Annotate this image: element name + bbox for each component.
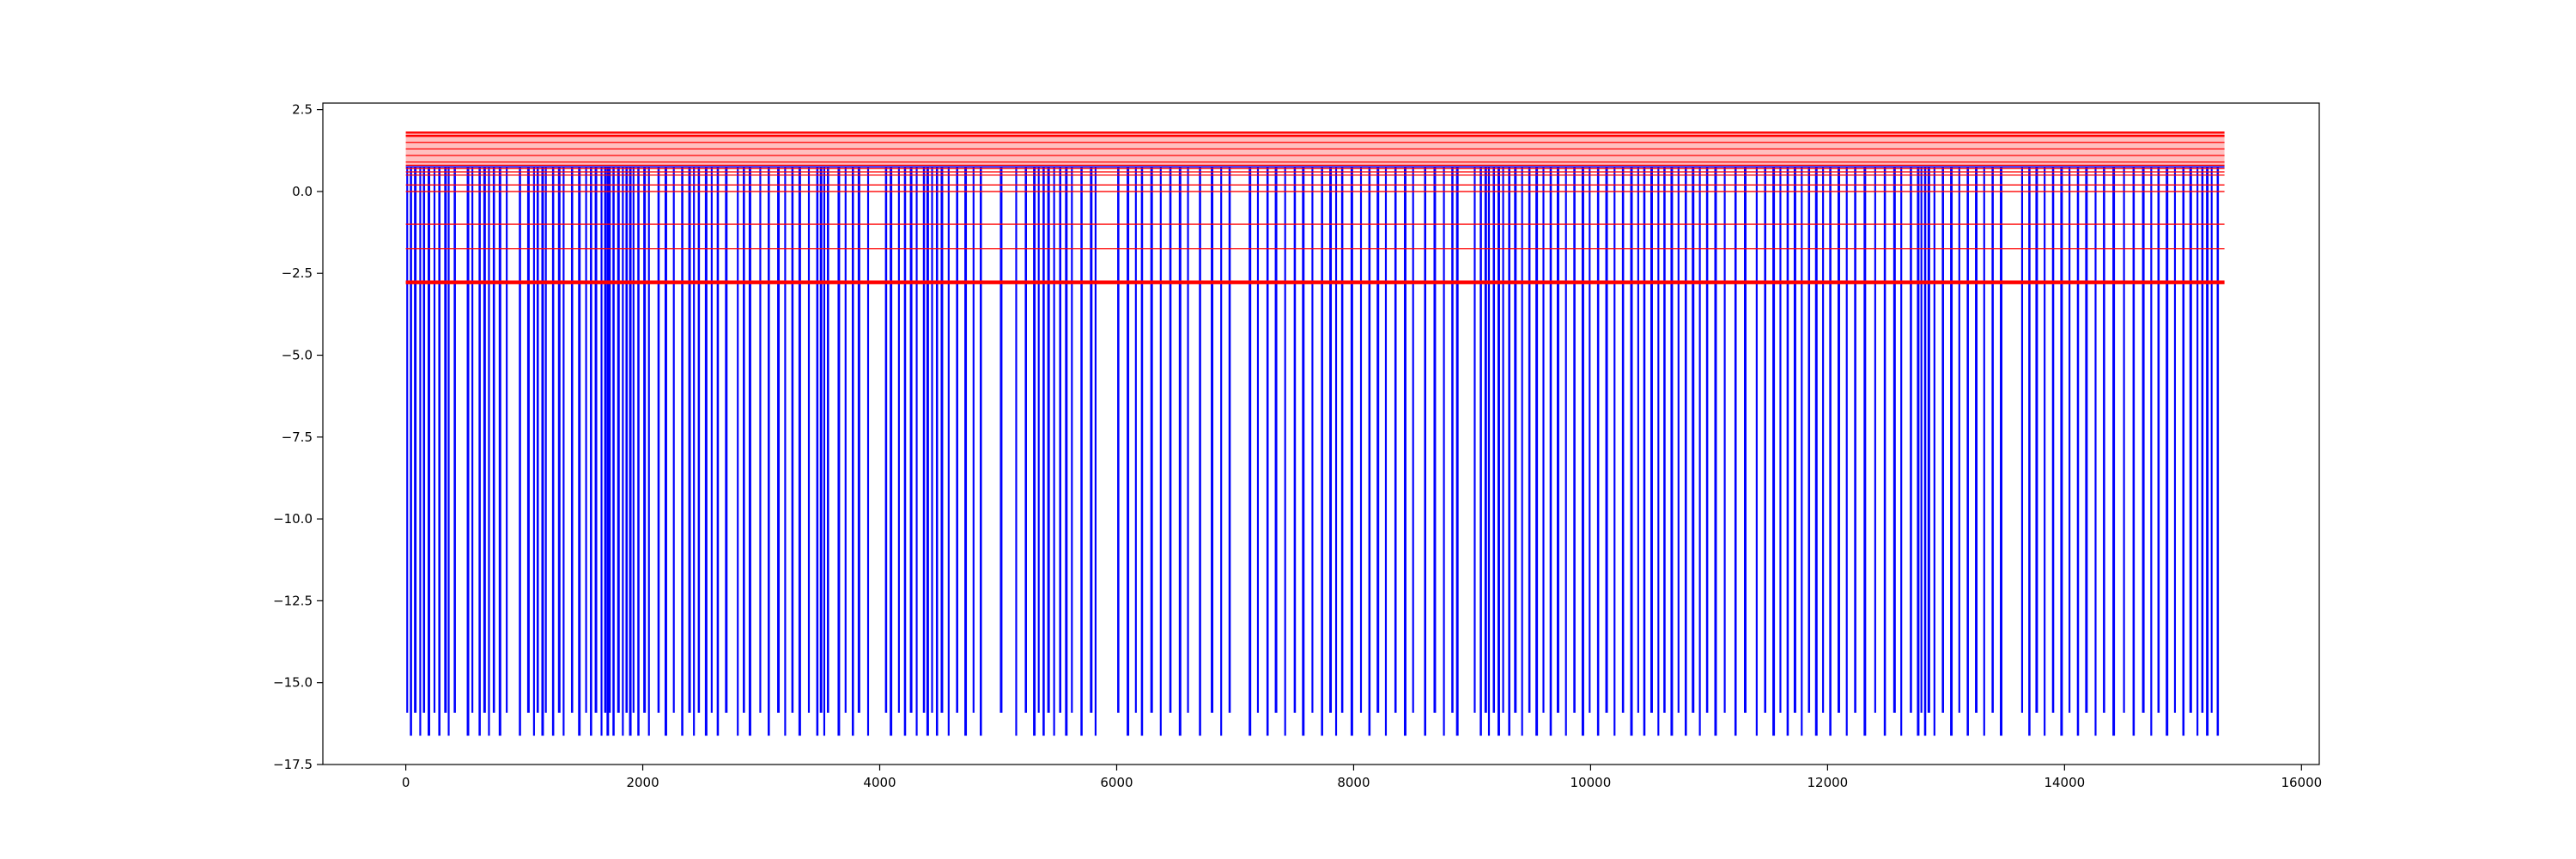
y-tick-label: 0.0 xyxy=(292,184,313,199)
x-tick-label: 14000 xyxy=(2044,775,2085,790)
x-tick-label: 4000 xyxy=(863,775,896,790)
x-tick-label: 2000 xyxy=(626,775,659,790)
y-tick-label: −15.0 xyxy=(273,675,313,691)
y-tick-label: −7.5 xyxy=(282,430,313,445)
x-tick-label: 10000 xyxy=(1571,775,1612,790)
x-tick-label: 8000 xyxy=(1337,775,1370,790)
x-axis: 0 2000 4000 6000 8000 10000 12000 14000 16000 xyxy=(402,765,2322,790)
x-tick-label: 6000 xyxy=(1100,775,1133,790)
y-tick-label: −2.5 xyxy=(282,265,313,281)
axes-frame xyxy=(322,102,2320,765)
y-tick-label: −5.0 xyxy=(282,348,313,363)
y-axis: 2.5 0.0 −2.5 −5.0 −7.5 −10.0 −12.5 −15.0 −17.5 xyxy=(273,102,323,772)
y-tick-label: −17.5 xyxy=(273,757,313,772)
x-tick-label: 0 xyxy=(402,775,410,790)
signal-series xyxy=(405,166,2225,736)
y-tick-label: −12.5 xyxy=(273,593,313,608)
plot-area xyxy=(405,131,2225,736)
x-tick-label: 16000 xyxy=(2281,775,2322,790)
y-tick-label: 2.5 xyxy=(292,102,313,118)
x-tick-label: 12000 xyxy=(1807,775,1849,790)
y-tick-label: −10.0 xyxy=(273,511,313,527)
